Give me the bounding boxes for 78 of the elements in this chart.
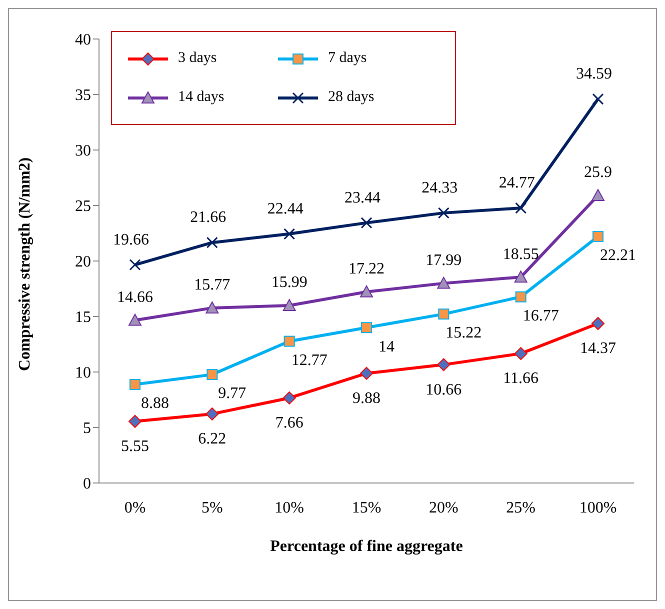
x-tick-label: 10%: [274, 499, 304, 516]
x-tick-label: 20%: [429, 499, 458, 516]
y-tick-label: 10: [75, 364, 91, 382]
data-label: 24.33: [422, 180, 458, 197]
point: [438, 207, 450, 219]
data-label: 15.77: [194, 276, 230, 294]
data-label: 14.37: [580, 340, 616, 358]
point: [514, 347, 528, 360]
x-tick-label: 0%: [124, 499, 146, 516]
data-label: 19.66: [113, 231, 149, 248]
point: [592, 93, 604, 105]
y-tick-label: 5: [83, 420, 91, 438]
data-label: 8.88: [141, 395, 169, 412]
data-label: 10.66: [426, 381, 462, 398]
data-label: 15.99: [271, 274, 308, 292]
point: [206, 407, 219, 420]
point: [592, 230, 604, 242]
point: [360, 366, 373, 380]
data-label: 18.55: [502, 246, 539, 263]
point: [206, 369, 218, 380]
y-tick-label: 35: [75, 87, 91, 104]
point: [438, 308, 450, 320]
y-axis-title: Compressive strength (N/mm2): [16, 157, 34, 371]
point: [284, 228, 296, 240]
data-label: 9.77: [218, 385, 246, 402]
y-tick-label: 25: [75, 198, 91, 216]
point: [437, 358, 450, 372]
point: [128, 414, 142, 428]
point: [206, 301, 219, 314]
y-tick-label: 40: [75, 32, 91, 49]
point: [360, 217, 372, 229]
point: [514, 270, 528, 283]
point: [515, 291, 526, 302]
point: [129, 259, 141, 271]
data-label: 5.55: [121, 438, 149, 456]
y-tick-label: 0: [83, 476, 91, 493]
point: [130, 378, 140, 390]
data-label: 22.44: [267, 200, 304, 218]
data-label: 17.22: [348, 260, 384, 278]
data-label: 22.21: [600, 247, 636, 264]
point: [360, 285, 373, 298]
data-label: 14.66: [117, 288, 153, 306]
data-label: 15.22: [446, 324, 482, 342]
point: [128, 314, 142, 326]
data-label: 25.9: [584, 164, 612, 182]
data-label: 9.88: [352, 390, 380, 408]
data-label: 16.77: [522, 308, 559, 325]
x-tick-label: 5%: [202, 499, 223, 516]
data-label: 34.59: [576, 66, 612, 83]
point: [284, 336, 295, 347]
legend-label: 14 days: [178, 89, 224, 106]
data-label: 23.44: [344, 189, 380, 206]
legend-label: 7 days: [328, 50, 367, 67]
data-label: 6.22: [198, 430, 226, 448]
data-label: 17.99: [426, 252, 462, 269]
y-tick-label: 20: [75, 254, 91, 271]
point: [592, 316, 604, 330]
x-tick-label: 25%: [506, 499, 536, 516]
legend-label: 28 days: [328, 89, 374, 106]
data-label: 21.66: [190, 209, 226, 226]
y-tick-label: 30: [75, 142, 91, 160]
data-label: 12.77: [291, 352, 328, 369]
point: [515, 202, 527, 214]
data-label: 14: [378, 338, 394, 356]
data-label: 7.66: [275, 414, 304, 432]
data-label: 11.66: [503, 370, 539, 388]
data-label: 24.77: [498, 174, 535, 192]
y-tick-label: 15: [75, 309, 91, 326]
point: [592, 189, 604, 202]
point: [282, 299, 296, 312]
point: [206, 236, 218, 248]
x-tick-label: 15%: [352, 499, 382, 516]
point: [361, 322, 372, 334]
x-axis-title: Percentage of fine aggregate: [270, 538, 463, 555]
point: [437, 276, 450, 289]
x-tick-label: 100%: [579, 499, 617, 516]
legend-label: 3 days: [178, 50, 217, 67]
point: [282, 391, 296, 404]
